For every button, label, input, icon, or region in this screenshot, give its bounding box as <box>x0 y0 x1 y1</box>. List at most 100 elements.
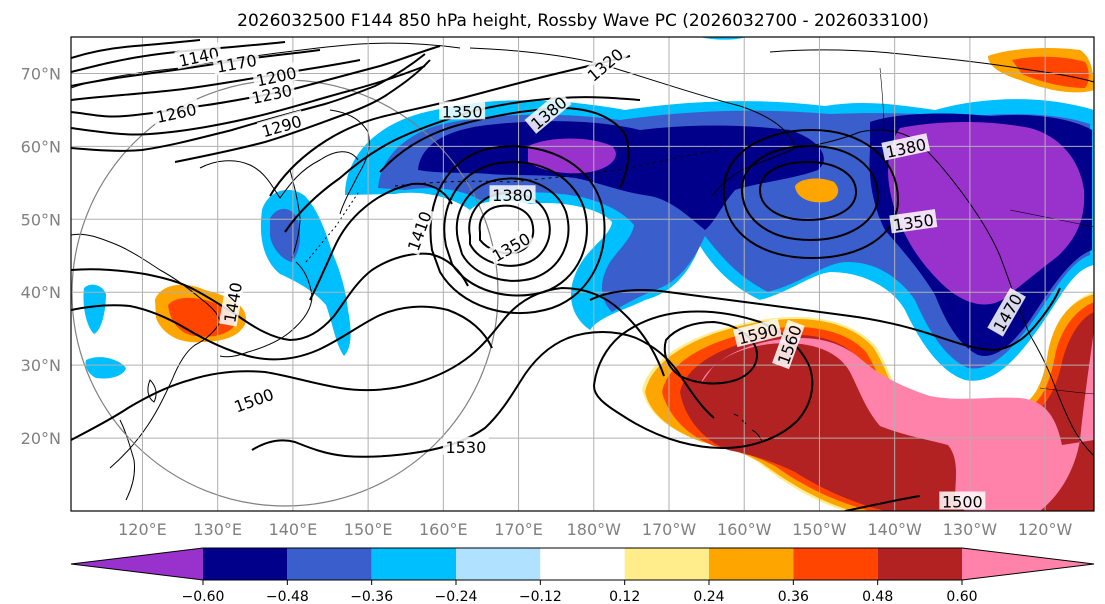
coastline-aleutians <box>394 149 721 187</box>
colorbar-swatch <box>71 548 203 580</box>
contour-1500 <box>71 286 665 441</box>
contour-label-halo <box>987 287 1026 337</box>
contour-label-text: 1530 <box>446 438 487 457</box>
lat-tick-label: 70°N <box>21 64 61 83</box>
colorbar-swatches <box>70 547 1095 581</box>
contour-1470-east <box>589 287 1061 352</box>
colorbar-swatch <box>624 548 709 580</box>
contour-high-ring-1 <box>758 160 858 222</box>
negative-anomaly-shading <box>83 37 1094 381</box>
colorbar-tick-label: 0.12 <box>609 589 640 604</box>
contour-label: 1530 <box>442 436 489 457</box>
shade-china-cyan-2 <box>85 357 126 379</box>
contour-label: 1350 <box>439 101 486 121</box>
shade-north-pacific-purple <box>528 138 616 174</box>
coastline-okhotsk <box>199 151 359 199</box>
shade-subtropical-pink <box>700 330 1094 511</box>
shade-china-cyan-1 <box>83 284 106 334</box>
colorbar-swatch <box>962 548 1094 580</box>
colorbar-swatch <box>455 548 541 580</box>
lat-tick-label: 30°N <box>21 356 61 375</box>
shade-arctic-red <box>1012 56 1089 88</box>
coastline-north-america-west <box>1029 334 1094 457</box>
longitude-tick-labels: 120°E 130°E 140°E 150°E 160°E 170°E 180°W 170°W… <box>118 520 1072 539</box>
lon-tick-label: 150°W <box>792 520 847 539</box>
lat-tick-label: 50°N <box>21 210 61 229</box>
contour-1290 <box>71 65 426 136</box>
colorbar-swatch <box>540 548 625 580</box>
contour-high-ring-3 <box>722 128 900 260</box>
contour-1320 <box>174 59 431 163</box>
contour-1560 <box>592 310 814 450</box>
lon-tick-label: 130°W <box>943 520 998 539</box>
lon-tick-label: 130°E <box>193 520 242 539</box>
contour-label: 1500 <box>939 491 986 512</box>
contour-1500-east <box>844 495 921 511</box>
contour-low-ring-3 <box>455 177 570 282</box>
contour-1350-upper <box>269 55 631 197</box>
contour-label-halo <box>151 98 201 126</box>
lat-tick-label: 60°N <box>21 137 61 156</box>
colorbar-tick-label: 0.48 <box>862 589 893 604</box>
lon-tick-label: 150°E <box>344 520 393 539</box>
contour-high-ring-2 <box>740 144 880 242</box>
contour-label-halo <box>489 185 536 204</box>
contour-1230 <box>71 59 361 101</box>
contour-1350-mid <box>284 96 641 233</box>
contour-label-halo <box>889 209 938 234</box>
contour-1590 <box>663 320 758 385</box>
contour-label-halo <box>256 110 306 140</box>
latitude-tick-labels: 70°N 60°N 50°N 40°N 30°N 20°N <box>21 64 61 448</box>
colorbar-tick-label: 0.24 <box>693 589 724 604</box>
lat-tick-label: 40°N <box>21 283 61 302</box>
contour-low-ring-5 <box>429 145 606 315</box>
colorbar-tick-label: −0.48 <box>266 589 309 604</box>
contour-label-halo <box>442 436 489 455</box>
contour-label-halo <box>247 79 296 107</box>
colorbar-tick-label: 0.60 <box>946 589 977 604</box>
contour-label-text: 1350 <box>442 102 483 121</box>
lon-tick-label: 140°E <box>269 520 318 539</box>
contour-1410 <box>309 182 453 301</box>
lon-tick-label: 160°W <box>717 520 772 539</box>
coastlines <box>71 42 1094 501</box>
contour-label-halo <box>218 278 245 327</box>
contour-label-text: 1500 <box>942 493 983 512</box>
colorbar-swatch <box>793 548 878 580</box>
contour-label-halo <box>439 101 486 120</box>
contour-label-halo <box>524 90 572 134</box>
colorbar-tick-label: −0.12 <box>519 589 562 604</box>
coastline-siberia <box>71 42 461 89</box>
lat-tick-label: 20°N <box>21 429 61 448</box>
contour-1440 <box>71 252 469 342</box>
border-us-mexico <box>1039 387 1094 395</box>
coastline-alaska <box>469 47 796 197</box>
lon-tick-label: 160°E <box>419 520 468 539</box>
contour-label-halo <box>939 491 986 510</box>
contour-label-halo <box>228 382 279 416</box>
colorbar-tick-label: −0.36 <box>350 589 393 604</box>
contour-label-halo <box>881 133 931 161</box>
lon-tick-label: 120°E <box>118 520 167 539</box>
coastline-taiwan <box>147 379 157 403</box>
colorbar-swatch <box>709 548 794 580</box>
map-title: 2026032500 F144 850 hPa height, Rossby W… <box>237 11 929 31</box>
contour-label-halo <box>486 226 535 266</box>
colorbar-tick-label: 0.36 <box>778 589 809 604</box>
map-frame <box>70 36 1095 512</box>
contour-1530 <box>251 331 715 458</box>
coastline-sakhalin <box>289 169 301 259</box>
contour-label: 1380 <box>489 185 536 205</box>
colorbar: −0.60 −0.48 −0.36 −0.24 −0.12 0.12 0.24 0.36 0.4… <box>70 547 1095 604</box>
contour-label-text: 1380 <box>492 186 533 205</box>
contour-1470-west <box>71 304 493 361</box>
colorbar-swatch <box>877 548 962 580</box>
coastline-japan <box>219 261 313 358</box>
coastline-kuril <box>305 189 361 263</box>
shade-arctic-cyan <box>700 37 745 40</box>
coastline-kamchatka <box>329 109 370 215</box>
colorbar-tick-label: −0.24 <box>435 589 478 604</box>
